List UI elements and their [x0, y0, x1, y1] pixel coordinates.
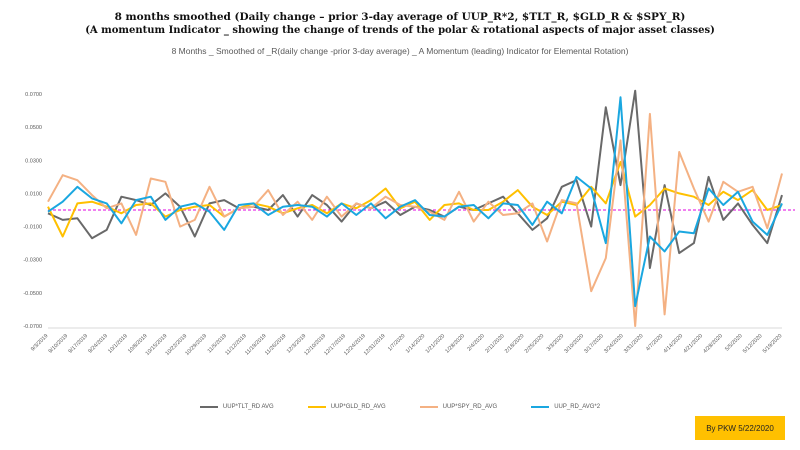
x-tick-label: 3/31/2020: [623, 333, 645, 355]
legend-swatch: [419, 405, 438, 409]
legend-item: UUP*GLD_RD_AVG: [307, 404, 386, 410]
x-tick-label: 9/24/2019: [87, 333, 109, 355]
x-axis: 9/3/20199/10/20199/17/20199/24/201910/1/…: [30, 333, 783, 357]
x-tick-label: 1/28/2020: [444, 333, 466, 355]
x-tick-label: 2/25/2020: [524, 333, 546, 355]
legend: UUP*TLT_RD AVG UUP*GLD_RD_AVG UUP*SPY_RD…: [0, 404, 800, 410]
x-tick-label: 5/19/2020: [762, 333, 784, 355]
chart-title: 8 months smoothed (Daily change – prior …: [114, 11, 686, 23]
y-tick-label: -0.0300: [23, 258, 42, 264]
x-tick-label: 4/7/2020: [645, 333, 664, 352]
x-tick-label: 10/29/2019: [184, 333, 208, 357]
author-credit-badge: By PKW 5/22/2020: [695, 416, 785, 440]
x-tick-label: 10/1/2019: [107, 333, 129, 355]
x-tick-label: 3/24/2020: [603, 333, 625, 355]
legend-swatch: [199, 405, 218, 409]
y-tick-label: 0.0300: [25, 158, 42, 164]
x-tick-label: 2/18/2020: [504, 333, 526, 355]
series-lines: [47, 89, 783, 327]
x-tick-label: 3/3/2020: [546, 333, 565, 352]
y-tick-label: -0.0100: [23, 225, 42, 231]
legend-item: UUP_RD_AVG*2: [531, 404, 600, 410]
x-tick-label: 4/28/2020: [702, 333, 724, 355]
x-tick-label: 9/10/2019: [48, 333, 70, 355]
legend-swatch: [531, 405, 550, 409]
x-tick-label: 3/10/2020: [563, 333, 585, 355]
legend-label: UUP*TLT_RD AVG: [222, 404, 274, 410]
legend-label: UUP*GLD_RD_AVG: [330, 404, 386, 410]
chart-title-line-2: (A momentum Indicator _ showing the chan…: [85, 25, 715, 36]
y-tick-label: -0.0500: [23, 291, 42, 297]
x-tick-label: 12/31/2019: [363, 333, 387, 357]
y-tick-label: 0.0500: [25, 125, 42, 131]
x-tick-label: 4/21/2020: [683, 333, 705, 355]
x-tick-label: 2/11/2020: [484, 333, 505, 354]
legend-item: UUP*SPY_RD_AVG: [419, 404, 498, 410]
x-tick-label: 9/3/2019: [30, 333, 49, 352]
x-tick-label: 3/17/2020: [583, 333, 605, 355]
y-tick-label: 0.0700: [25, 92, 42, 98]
legend-label: UUP*SPY_RD_AVG: [442, 404, 498, 410]
x-tick-label: 1/7/2020: [387, 333, 406, 352]
legend-label: UUP_RD_AVG*2: [554, 404, 601, 410]
x-tick-label: 1/21/2020: [425, 333, 447, 355]
y-tick-label: 0.0100: [25, 191, 42, 197]
x-tick-label: 2/4/2020: [466, 333, 485, 352]
legend-swatch: [307, 405, 326, 409]
x-tick-label: 11/26/2019: [264, 333, 287, 356]
y-axis: 0.0700 0.0500 0.0300 0.0100 -0.0100 -0.0300 -0…: [23, 92, 42, 330]
x-tick-label: 5/5/2020: [724, 333, 743, 352]
x-tick-label: 4/14/2020: [663, 333, 685, 355]
y-tick-label: -0.0700: [23, 324, 42, 330]
x-tick-label: 5/12/2020: [742, 333, 764, 355]
x-tick-label: 1/14/2020: [405, 333, 427, 355]
legend-item: UUP*TLT_RD AVG: [199, 404, 274, 410]
series-line: [47, 96, 783, 308]
chart-subtitle: 8 Months _ Smoothed of _R(daily change -…: [171, 46, 629, 56]
x-tick-label: 9/17/2019: [68, 333, 90, 355]
